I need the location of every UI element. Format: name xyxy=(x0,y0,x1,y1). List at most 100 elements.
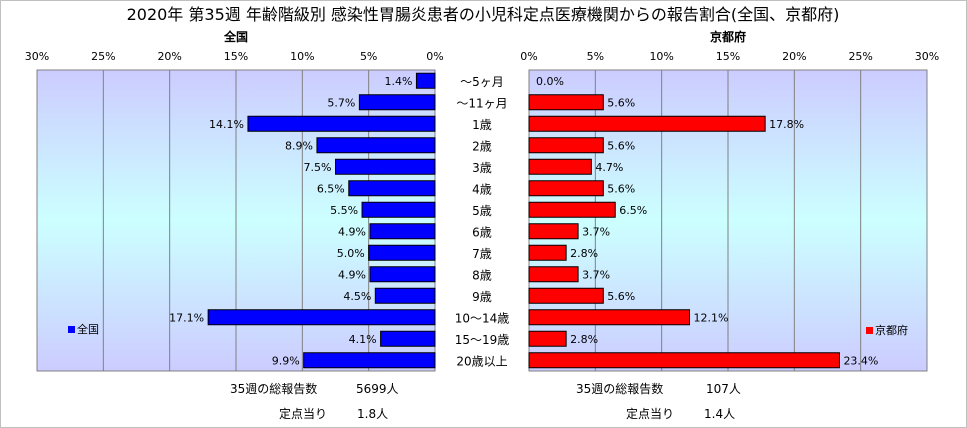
kyoto-bar xyxy=(528,201,616,218)
kyoto-tick-label: 15% xyxy=(716,50,740,63)
kyoto-bar xyxy=(528,287,604,304)
kyoto-bar xyxy=(528,244,567,261)
category-label: 6歳 xyxy=(472,225,492,239)
national-data-label: 7.5% xyxy=(304,161,332,174)
national-bar xyxy=(415,72,436,89)
category-label: 10～14歳 xyxy=(455,311,510,325)
national-panel-title: 全国 xyxy=(223,29,248,44)
national-tick-label: 10% xyxy=(290,50,314,63)
kyoto-bar xyxy=(528,330,567,347)
national-tick-label: 15% xyxy=(224,50,248,63)
kyoto-data-label: 3.7% xyxy=(582,268,610,281)
kyoto-tick-label: 10% xyxy=(649,50,673,63)
kyoto-data-label: 2.8% xyxy=(570,247,598,260)
national-data-label: 9.9% xyxy=(272,354,300,367)
chart-title: 2020年 第35週 年齢階級別 感染性胃腸炎患者の小児科定点医療機関からの報告… xyxy=(127,5,840,24)
national-footer: 35週の総報告数 5699人 定点当り 1.8人 xyxy=(230,381,399,421)
national-per-label: 定点当り xyxy=(279,406,327,421)
category-label: 5歳 xyxy=(472,204,492,218)
kyoto-tick-label: 20% xyxy=(782,50,806,63)
kyoto-data-label: 5.6% xyxy=(607,182,635,195)
kyoto-footer: 35週の総報告数 107人 定点当り 1.4人 xyxy=(576,381,741,421)
national-data-label: 8.9% xyxy=(285,139,313,152)
kyoto-legend-swatch xyxy=(866,327,873,334)
national-legend-label: 全国 xyxy=(77,322,99,336)
national-bar xyxy=(316,137,436,154)
kyoto-data-label: 2.8% xyxy=(570,333,598,346)
national-bar xyxy=(358,94,436,111)
category-label: 3歳 xyxy=(472,161,492,175)
kyoto-data-label: 23.4% xyxy=(843,354,878,367)
national-bar xyxy=(303,352,436,369)
kyoto-tick-label: 25% xyxy=(848,50,872,63)
kyoto-data-label: 17.8% xyxy=(769,118,804,131)
kyoto-bar xyxy=(528,115,766,132)
kyoto-panel-title: 京都府 xyxy=(710,29,746,44)
national-tick-label: 30% xyxy=(25,50,49,63)
national-bar xyxy=(369,223,436,240)
kyoto-tick-label: 30% xyxy=(915,50,939,63)
kyoto-per-value: 1.4人 xyxy=(704,407,735,421)
national-data-label: 1.4% xyxy=(384,75,412,88)
national-data-label: 6.5% xyxy=(317,182,345,195)
kyoto-legend: 京都府 xyxy=(866,323,908,337)
kyoto-bar xyxy=(528,94,604,111)
national-tick-label: 5% xyxy=(360,50,377,63)
national-per-value: 1.8人 xyxy=(357,407,388,421)
national-bar xyxy=(361,201,436,218)
kyoto-data-label: 0.0% xyxy=(536,75,564,88)
category-label: 8歳 xyxy=(472,268,492,282)
category-label: ～11ヶ月 xyxy=(456,96,507,110)
kyoto-data-label: 5.6% xyxy=(607,139,635,152)
kyoto-data-label: 5.6% xyxy=(607,96,635,109)
category-label: ～5ヶ月 xyxy=(460,75,504,89)
national-bar xyxy=(207,309,436,326)
kyoto-bar xyxy=(528,309,691,326)
national-total-label: 35週の総報告数 xyxy=(230,381,317,396)
kyoto-data-label: 6.5% xyxy=(619,204,647,217)
kyoto-bar xyxy=(528,180,604,197)
kyoto-data-label: 4.7% xyxy=(595,161,623,174)
kyoto-bar xyxy=(528,266,579,283)
kyoto-bar xyxy=(528,223,579,240)
national-bar xyxy=(335,158,436,175)
national-data-label: 4.9% xyxy=(338,225,366,238)
category-label: 1歳 xyxy=(472,118,492,132)
national-tick-label: 0% xyxy=(426,50,443,63)
kyoto-legend-label: 京都府 xyxy=(875,323,908,337)
category-label: 4歳 xyxy=(472,182,492,196)
national-bar xyxy=(348,180,436,197)
national-total-value: 5699人 xyxy=(356,382,399,396)
kyoto-data-label: 3.7% xyxy=(582,225,610,238)
national-data-label: 17.1% xyxy=(169,311,204,324)
national-data-label: 14.1% xyxy=(209,118,244,131)
national-legend-swatch xyxy=(68,326,75,333)
kyoto-tick-label: 5% xyxy=(587,50,604,63)
kyoto-tick-label: 0% xyxy=(520,50,537,63)
national-bar xyxy=(374,287,436,304)
national-data-label: 5.7% xyxy=(327,96,355,109)
national-tick-label: 25% xyxy=(91,50,115,63)
national-data-label: 4.1% xyxy=(349,333,377,346)
national-legend: 全国 xyxy=(68,322,99,336)
category-label: 20歳以上 xyxy=(456,354,507,368)
kyoto-total-label: 35週の総報告数 xyxy=(576,381,663,396)
national-bar xyxy=(380,330,436,347)
national-data-label: 5.5% xyxy=(330,204,358,217)
national-bar xyxy=(368,244,436,261)
kyoto-total-value: 107人 xyxy=(706,382,741,396)
national-data-label: 5.0% xyxy=(337,247,365,260)
kyoto-bar xyxy=(528,352,840,369)
national-bar xyxy=(247,115,436,132)
category-label: 7歳 xyxy=(472,247,492,261)
category-label: 2歳 xyxy=(472,139,492,153)
kyoto-bar xyxy=(528,137,604,154)
kyoto-per-label: 定点当り xyxy=(626,406,674,421)
national-data-label: 4.5% xyxy=(343,290,371,303)
kyoto-bar xyxy=(528,158,592,175)
kyoto-data-label: 12.1% xyxy=(694,311,729,324)
national-data-label: 4.9% xyxy=(338,268,366,281)
category-label: 9歳 xyxy=(472,290,492,304)
kyoto-data-label: 5.6% xyxy=(607,290,635,303)
